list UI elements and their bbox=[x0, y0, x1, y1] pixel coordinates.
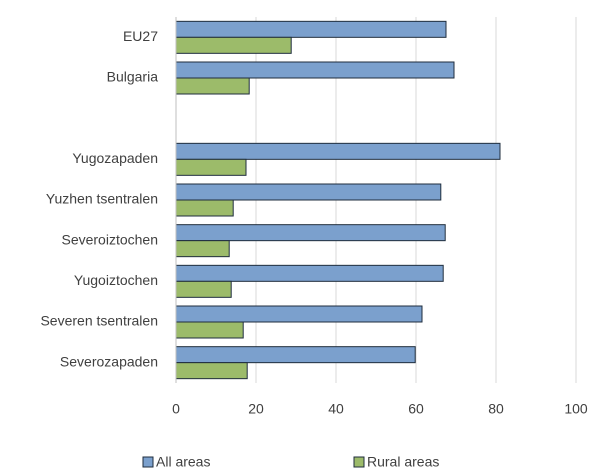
x-tick-label: 20 bbox=[248, 401, 264, 417]
x-tick-label: 40 bbox=[328, 401, 344, 417]
x-tick-label: 60 bbox=[408, 401, 424, 417]
legend-swatch bbox=[142, 456, 154, 468]
bar bbox=[175, 36, 292, 54]
bar bbox=[175, 158, 247, 176]
bar bbox=[175, 264, 444, 282]
y-tick-label: Severen tsentralen bbox=[40, 313, 158, 329]
bar bbox=[175, 61, 455, 79]
bar bbox=[175, 142, 501, 160]
legend-label: All areas bbox=[156, 454, 210, 470]
x-tick-label: 80 bbox=[488, 401, 504, 417]
y-tick-label: EU27 bbox=[123, 28, 158, 44]
y-tick-label: Severoiztochen bbox=[61, 231, 158, 247]
y-tick-label: Severozapaden bbox=[60, 353, 158, 369]
bar bbox=[175, 240, 230, 258]
legend-label: Rural areas bbox=[367, 454, 439, 470]
bar bbox=[175, 362, 248, 380]
bar bbox=[175, 305, 423, 323]
bar bbox=[175, 183, 442, 201]
y-tick-label: Yugozapaden bbox=[72, 150, 158, 166]
bar bbox=[175, 346, 416, 364]
y-tick-label: Yugoiztochen bbox=[74, 272, 158, 288]
bar bbox=[175, 321, 244, 339]
bar bbox=[175, 77, 250, 95]
bar bbox=[175, 224, 446, 242]
bar bbox=[175, 280, 232, 298]
y-tick-label: Bulgaria bbox=[107, 69, 159, 85]
legend-swatch bbox=[353, 456, 365, 468]
bar bbox=[175, 199, 234, 217]
y-tick-label: Yuzhen tsentralen bbox=[46, 191, 158, 207]
x-tick-label: 100 bbox=[564, 401, 588, 417]
bar bbox=[175, 20, 447, 38]
x-tick-label: 0 bbox=[172, 401, 180, 417]
